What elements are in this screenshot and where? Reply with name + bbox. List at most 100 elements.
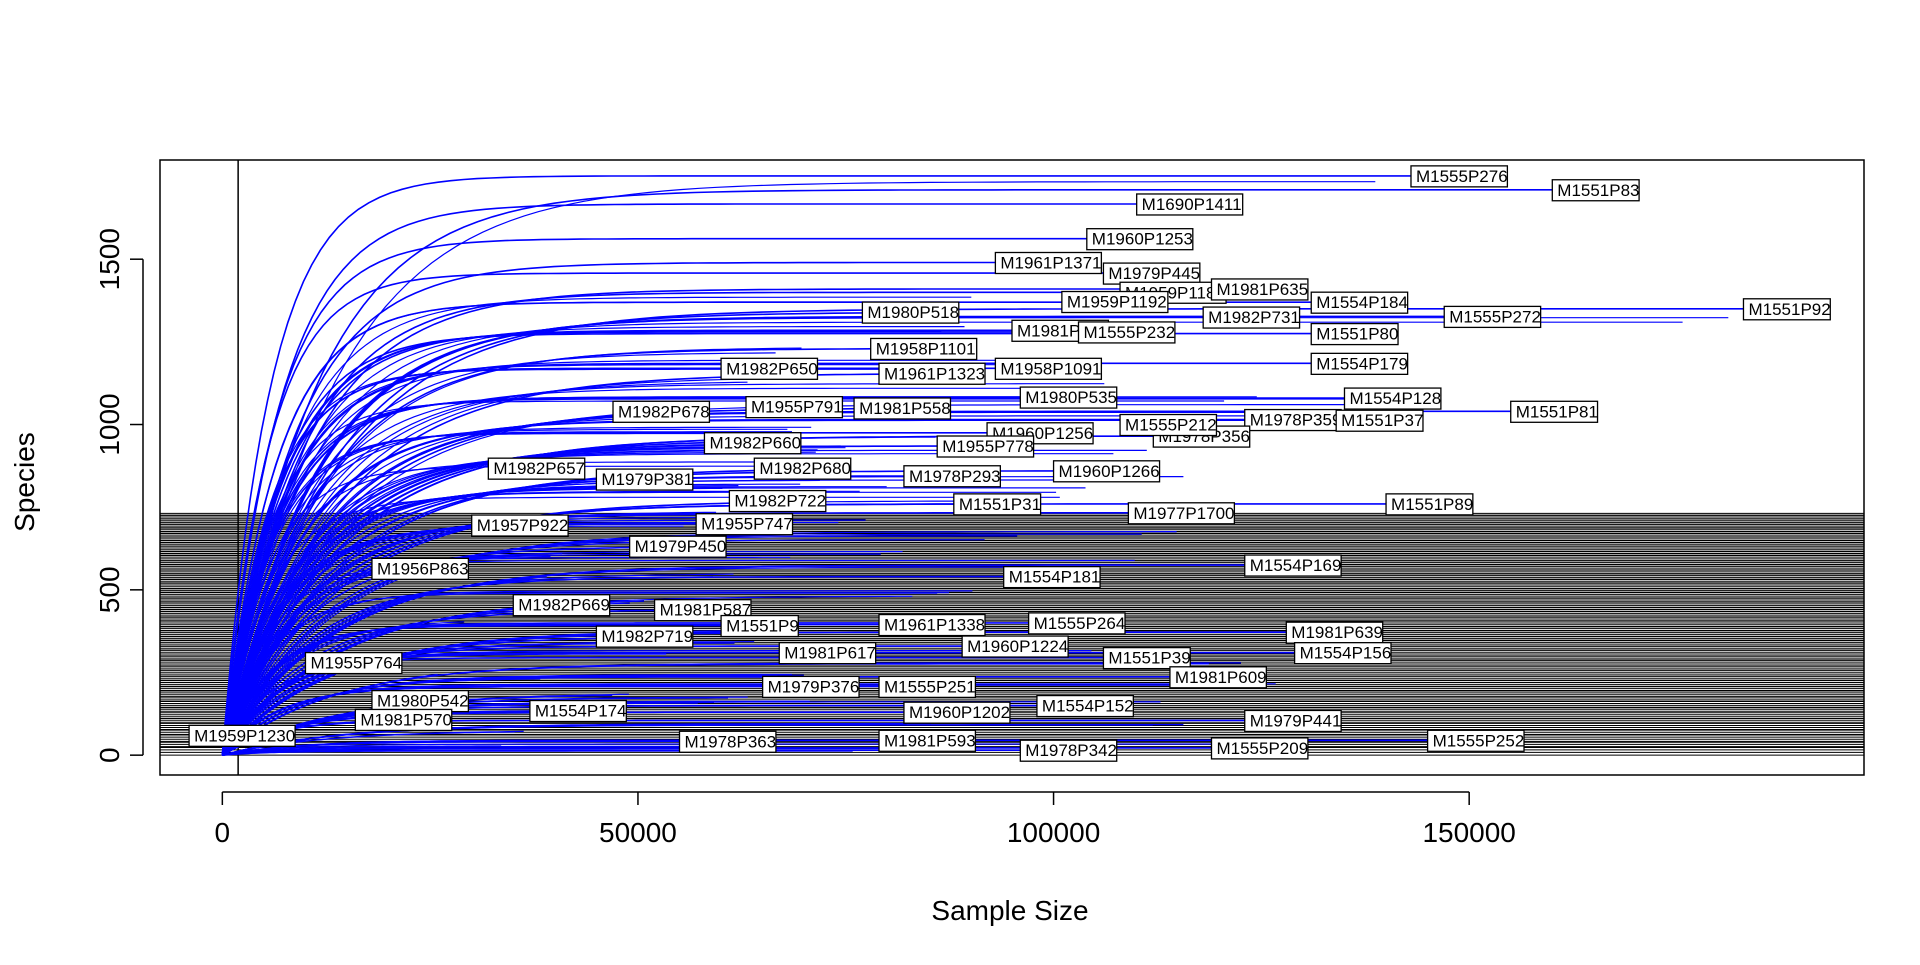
sample-label-text: M1554P174 xyxy=(535,702,627,721)
sample-label-text: M1981P639 xyxy=(1291,623,1383,642)
sample-label-text: M1978P363 xyxy=(685,732,777,751)
sample-label: M1960P1266 xyxy=(1052,460,1161,483)
sample-label-box xyxy=(1310,291,1409,314)
y-tick-label: 1000 xyxy=(94,393,125,455)
sample-label-text: M1982P657 xyxy=(493,459,585,478)
sample-label-box xyxy=(371,557,470,580)
sample-label-box xyxy=(188,724,296,747)
sample-label: M1551P31 xyxy=(953,493,1042,516)
sample-label-text: M1555P276 xyxy=(1416,167,1508,186)
sample-label: M1551P9 xyxy=(720,614,799,638)
sample-label-text: M1979P445 xyxy=(1108,264,1200,283)
sample-label-text: M1555P264 xyxy=(1034,614,1126,633)
y-tick-label: 500 xyxy=(94,566,125,613)
sample-label-text: M1551P80 xyxy=(1316,325,1398,344)
sample-label: M1978P342 xyxy=(1019,739,1118,762)
sample-label: M1979P376 xyxy=(761,675,860,699)
sample-label: M1982P680 xyxy=(753,457,852,480)
sample-label-text: M1551P9 xyxy=(726,617,799,636)
sample-label: M1554P156 xyxy=(1293,642,1392,665)
sample-label-box xyxy=(1019,386,1118,409)
sample-label-box xyxy=(1036,694,1134,718)
sample-label-box xyxy=(1293,642,1392,665)
rarefaction-curve xyxy=(222,750,853,756)
sample-label: M1555P272 xyxy=(1443,305,1542,329)
sample-label-box xyxy=(1244,554,1342,577)
sample-label-box xyxy=(1244,709,1342,733)
sample-label-box xyxy=(354,708,453,732)
sample-label: M1982P731 xyxy=(1202,306,1301,329)
sample-label: M1555P212 xyxy=(1119,413,1218,437)
sample-label-text: M1981P617 xyxy=(784,644,876,663)
sample-label-text: M1555P251 xyxy=(884,677,976,696)
sample-label: M1554P174 xyxy=(529,699,627,723)
rarefaction-curve xyxy=(221,521,839,756)
sample-label-text: M1554P179 xyxy=(1316,354,1408,373)
rarefaction-curve xyxy=(221,444,750,756)
sample-label: M1555P251 xyxy=(878,675,977,699)
sample-label-box xyxy=(1169,666,1267,689)
sample-label: M1555P276 xyxy=(1410,165,1509,188)
sample-label: M1979P450 xyxy=(628,535,727,558)
sample-label: M1955P791 xyxy=(745,396,844,419)
sample-label: M1551P80 xyxy=(1310,322,1399,346)
sample-label: M1554P184 xyxy=(1310,291,1409,314)
sample-label-box xyxy=(1127,502,1236,525)
rarefaction-curve xyxy=(221,396,1257,756)
sample-label: M1979P441 xyxy=(1244,709,1342,733)
sample-label: M1982P678 xyxy=(612,400,711,423)
sample-label-box xyxy=(512,594,611,617)
sample-label-box xyxy=(1310,322,1399,346)
sample-label: M1555P252 xyxy=(1426,729,1525,752)
x-tick-label: 50000 xyxy=(599,817,677,848)
sample-label: M1555P209 xyxy=(1210,737,1309,760)
sample-label-box xyxy=(994,251,1103,275)
y-tick-label: 0 xyxy=(94,747,125,763)
sample-label-box xyxy=(1210,737,1309,760)
sample-label-box xyxy=(1343,387,1442,410)
sample-label: M1981P639 xyxy=(1285,621,1384,644)
sample-label-text: M1982P722 xyxy=(734,492,826,511)
sample-label-text: M1956P863 xyxy=(377,559,469,578)
sample-label: M1551P83 xyxy=(1551,179,1640,202)
sample-label-text: M1960P1224 xyxy=(967,637,1068,656)
sample-label-text: M1958P1091 xyxy=(1000,359,1101,378)
sample-label-box xyxy=(304,651,403,675)
sample-label-box xyxy=(1551,179,1640,202)
sample-label-box xyxy=(1102,646,1191,670)
sample-label: M1981P617 xyxy=(778,642,877,665)
sample-label-text: M1554P184 xyxy=(1316,293,1408,312)
sample-label-text: M1555P212 xyxy=(1125,416,1217,435)
sample-label-box xyxy=(628,535,727,558)
sample-label: M1982P660 xyxy=(703,432,802,455)
sample-label: M1554P181 xyxy=(1003,565,1101,589)
sample-label: M1961P1371 xyxy=(994,251,1103,275)
sample-label: M1959P1192 xyxy=(1061,290,1169,314)
rarefaction-curve xyxy=(221,175,1411,756)
sample-label: M1980P542 xyxy=(371,689,470,713)
sample-label-text: M1957P922 xyxy=(477,516,569,535)
rarefaction-curve xyxy=(221,592,949,756)
sample-label-box xyxy=(961,635,1069,658)
sample-label-box xyxy=(471,514,569,537)
sample-label: M1981P609 xyxy=(1169,666,1267,689)
sample-label-box xyxy=(1335,409,1424,432)
sample-label-text: M1982P719 xyxy=(601,627,693,646)
sample-label-box xyxy=(720,614,799,638)
sample-label-box xyxy=(1210,278,1309,301)
sample-label-box xyxy=(1202,306,1301,329)
sample-label-box xyxy=(487,457,586,480)
sample-label: M1982P722 xyxy=(728,489,827,513)
sample-label-text: M1960P1253 xyxy=(1092,230,1193,249)
sample-label-text: M1960P1266 xyxy=(1059,462,1160,481)
sample-label: M1961P1338 xyxy=(878,613,986,637)
sample-label-box xyxy=(703,432,802,455)
sample-label: M1960P1202 xyxy=(903,701,1011,724)
sample-label: M1554P169 xyxy=(1244,554,1342,577)
sample-label: M1690P1411 xyxy=(1136,193,1244,216)
sample-label: M1982P650 xyxy=(720,357,819,380)
plot-frame xyxy=(159,159,1865,776)
rarefaction-curve xyxy=(221,181,1376,756)
sample-label-box xyxy=(903,701,1011,724)
